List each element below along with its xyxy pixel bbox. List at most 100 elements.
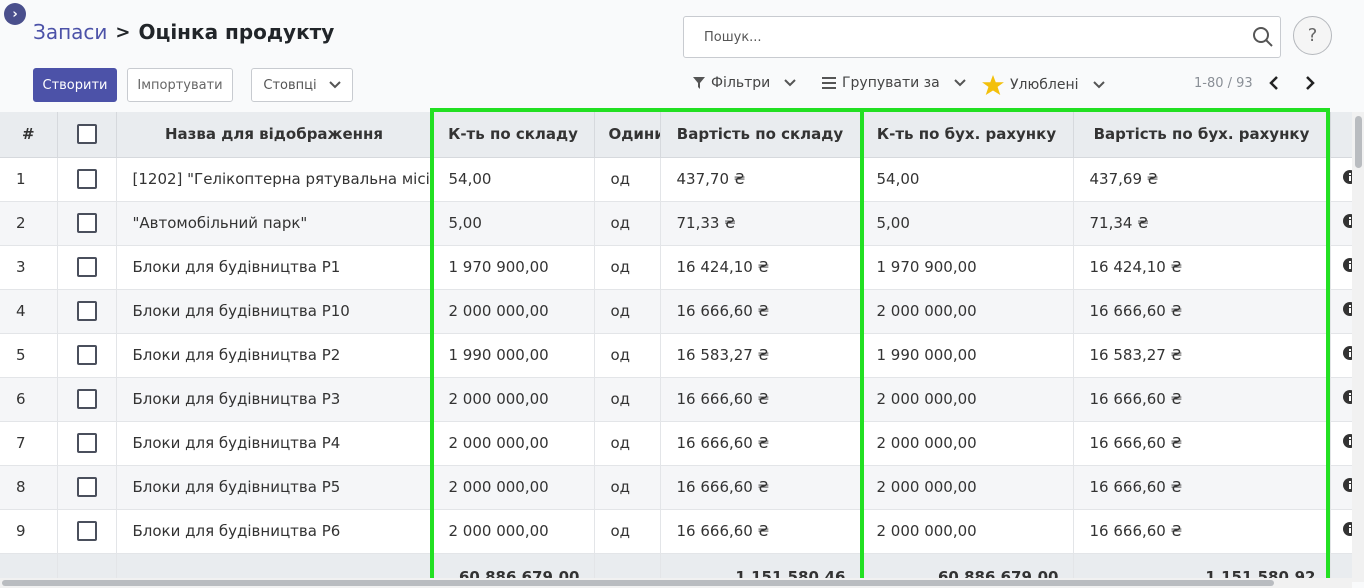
table-row[interactable]: 4 Блоки для будівництва P10 2 000 000,00 од… xyxy=(0,289,1353,334)
row-info-cell[interactable] xyxy=(1330,333,1353,378)
filters-label: Фільтри xyxy=(711,75,771,91)
row-checkbox-cell[interactable] xyxy=(57,201,117,246)
info-icon[interactable] xyxy=(1342,346,1353,360)
row-checkbox-cell[interactable] xyxy=(57,377,117,422)
column-header-optional[interactable] xyxy=(1330,112,1352,158)
import-button[interactable]: Імпортувати xyxy=(127,68,233,102)
column-header-uom[interactable]: Одиниці xyxy=(594,112,661,158)
search-input[interactable]: Пошук... xyxy=(683,16,1281,58)
help-button[interactable]: ? xyxy=(1293,16,1332,55)
row-checkbox[interactable] xyxy=(76,521,97,541)
row-checkbox[interactable] xyxy=(76,433,97,453)
horizontal-scrollbar-thumb[interactable] xyxy=(2,580,1274,586)
stock-value: 16 666,60 ₴ xyxy=(660,421,861,466)
chevron-left-icon[interactable] xyxy=(1268,75,1280,91)
table-row[interactable]: 6 Блоки для будівництва P3 2 000 000,00 од 1… xyxy=(0,377,1353,422)
chevron-right-icon[interactable] xyxy=(1304,75,1316,91)
info-icon[interactable] xyxy=(1342,522,1353,536)
table-row[interactable]: 1 [1202] "Гелікоптерна рятувальна місія" 5… xyxy=(0,157,1353,202)
group-by-label: Групувати за xyxy=(842,75,940,91)
acc-qty: 2 000 000,00 xyxy=(860,289,1074,334)
row-checkbox[interactable] xyxy=(76,213,97,233)
acc-value: 16 666,60 ₴ xyxy=(1073,465,1331,510)
product-name: Блоки для будівництва P10 xyxy=(116,289,433,334)
column-header-name[interactable]: Назва для відображення xyxy=(116,112,433,158)
favorites-dropdown[interactable]: Улюблені xyxy=(982,75,1105,95)
pager-range[interactable]: 1-80 / 93 xyxy=(1194,76,1253,91)
select-all-checkbox-cell[interactable] xyxy=(57,112,117,158)
info-icon[interactable] xyxy=(1342,302,1353,316)
row-checkbox[interactable] xyxy=(76,301,97,321)
column-header-acc-value[interactable]: Вартість по бух. рахунку xyxy=(1073,112,1331,158)
unit-of-measure: од xyxy=(594,157,661,202)
group-by-dropdown[interactable]: Групувати за xyxy=(822,75,966,91)
acc-qty: 5,00 xyxy=(860,201,1074,246)
info-icon[interactable] xyxy=(1342,170,1353,184)
breadcrumb-link-inventory[interactable]: Запаси xyxy=(33,20,108,44)
row-checkbox-cell[interactable] xyxy=(57,245,117,290)
row-checkbox-cell[interactable] xyxy=(57,289,117,334)
row-info-cell[interactable] xyxy=(1330,201,1353,246)
table-row[interactable]: 3 Блоки для будівництва P1 1 970 900,00 од 1… xyxy=(0,245,1353,290)
acc-qty: 54,00 xyxy=(860,157,1074,202)
table-row[interactable]: 8 Блоки для будівництва P5 2 000 000,00 од 1… xyxy=(0,465,1353,510)
select-all-checkbox[interactable] xyxy=(76,124,97,145)
totals-empty xyxy=(57,553,117,578)
unit-of-measure: од xyxy=(594,289,661,334)
row-number: 5 xyxy=(0,333,58,378)
row-number: 8 xyxy=(0,465,58,510)
page-title: Оцінка продукту xyxy=(138,20,335,44)
acc-value: 71,34 ₴ xyxy=(1073,201,1331,246)
row-info-cell[interactable] xyxy=(1330,421,1353,466)
acc-qty: 2 000 000,00 xyxy=(860,377,1074,422)
vertical-scrollbar-thumb[interactable] xyxy=(1355,116,1362,168)
chevron-down-icon xyxy=(954,79,966,87)
row-info-cell[interactable] xyxy=(1330,157,1353,202)
row-info-cell[interactable] xyxy=(1330,377,1353,422)
search-icon[interactable] xyxy=(1252,26,1274,48)
create-button[interactable]: Створити xyxy=(33,68,117,102)
row-checkbox[interactable] xyxy=(76,477,97,497)
row-checkbox[interactable] xyxy=(76,345,97,365)
info-icon[interactable] xyxy=(1342,258,1353,272)
stock-value: 16 666,60 ₴ xyxy=(660,289,861,334)
row-checkbox-cell[interactable] xyxy=(57,509,117,554)
table-row[interactable]: 2 "Автомобільний парк" 5,00 од 71,33 ₴ 5,00 71… xyxy=(0,201,1353,246)
valuation-table: # Назва для відображення К-ть по складу … xyxy=(0,112,1352,578)
vertical-scrollbar[interactable] xyxy=(1352,112,1364,582)
row-number: 7 xyxy=(0,421,58,466)
row-checkbox-cell[interactable] xyxy=(57,421,117,466)
filters-dropdown[interactable]: Фільтри xyxy=(693,75,796,91)
row-checkbox[interactable] xyxy=(76,257,97,277)
row-checkbox-cell[interactable] xyxy=(57,333,117,378)
product-name: Блоки для будівництва P2 xyxy=(116,333,433,378)
info-icon[interactable] xyxy=(1342,478,1353,492)
row-checkbox[interactable] xyxy=(76,169,97,189)
column-header-stock-value[interactable]: Вартість по складу xyxy=(660,112,861,158)
star-icon xyxy=(982,75,1004,95)
column-header-stock-qty[interactable]: К-ть по складу xyxy=(432,112,595,158)
toggle-menu-icon[interactable]: › xyxy=(4,3,26,25)
info-icon[interactable] xyxy=(1342,390,1353,404)
table-row[interactable]: 9 Блоки для будівництва P6 2 000 000,00 од 1… xyxy=(0,509,1353,554)
info-icon[interactable] xyxy=(1342,214,1353,228)
columns-button-label: Стовпці xyxy=(263,77,317,93)
row-checkbox-cell[interactable] xyxy=(57,157,117,202)
row-info-cell[interactable] xyxy=(1330,465,1353,510)
columns-button[interactable]: Стовпці xyxy=(251,68,353,102)
acc-qty: 2 000 000,00 xyxy=(860,421,1074,466)
table-row[interactable]: 5 Блоки для будівництва P2 1 990 000,00 од 1… xyxy=(0,333,1353,378)
product-name: Блоки для будівництва P4 xyxy=(116,421,433,466)
product-name: Блоки для будівництва P1 xyxy=(116,245,433,290)
row-checkbox-cell[interactable] xyxy=(57,465,117,510)
row-info-cell[interactable] xyxy=(1330,509,1353,554)
row-info-cell[interactable] xyxy=(1330,245,1353,290)
breadcrumb-separator-icon: > xyxy=(115,21,131,43)
row-info-cell[interactable] xyxy=(1330,289,1353,334)
column-header-acc-qty[interactable]: К-ть по бух. рахунку xyxy=(860,112,1074,158)
unit-of-measure: од xyxy=(594,201,661,246)
table-row[interactable]: 7 Блоки для будівництва P4 2 000 000,00 од 1… xyxy=(0,421,1353,466)
info-icon[interactable] xyxy=(1342,434,1353,448)
stock-qty: 2 000 000,00 xyxy=(432,289,595,334)
row-checkbox[interactable] xyxy=(76,389,97,409)
